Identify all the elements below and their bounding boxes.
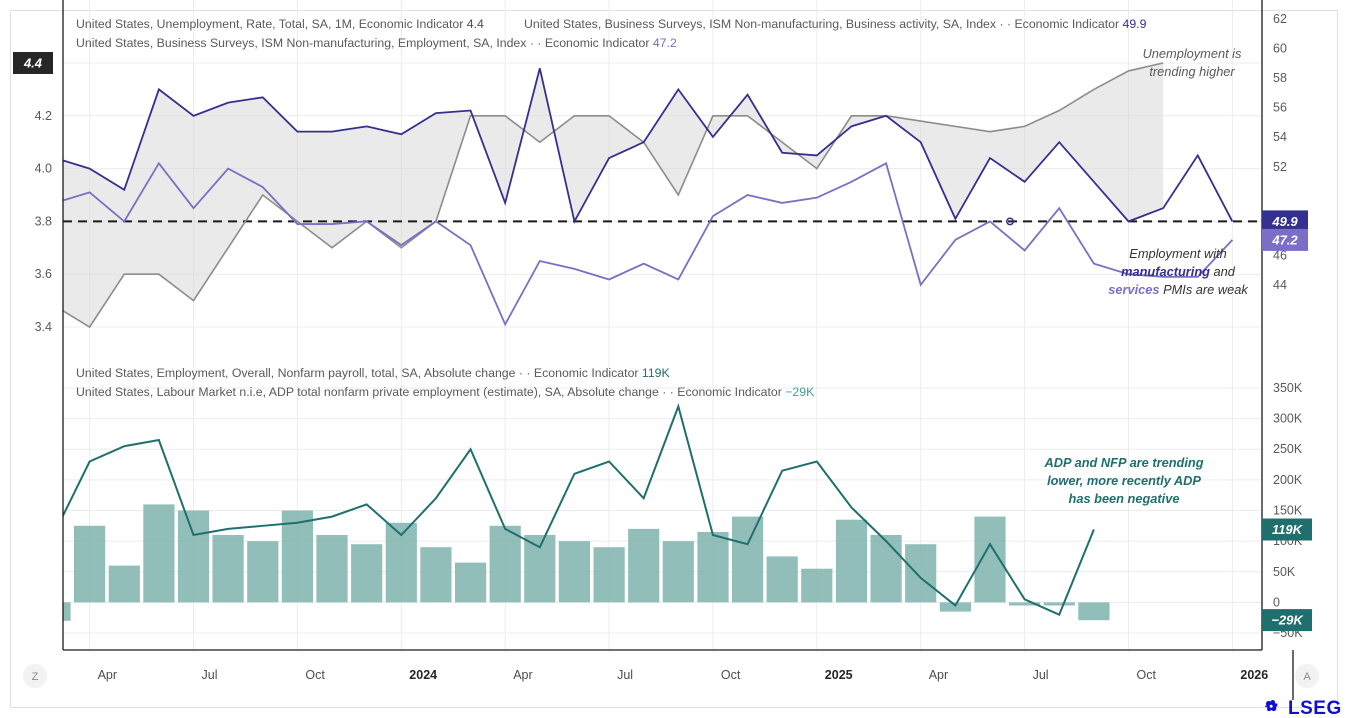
svg-text:Jul: Jul	[202, 668, 218, 682]
svg-text:4.2: 4.2	[35, 109, 52, 123]
svg-text:Apr: Apr	[929, 668, 948, 682]
svg-text:250K: 250K	[1273, 442, 1303, 456]
svg-text:ADP and NFP are trending: ADP and NFP are trending	[1043, 455, 1203, 470]
svg-text:has been negative: has been negative	[1069, 491, 1180, 506]
svg-text:manufacturing and: manufacturing and	[1121, 264, 1236, 279]
svg-text:52: 52	[1273, 160, 1287, 174]
svg-text:Employment with: Employment with	[1129, 246, 1226, 261]
svg-text:LSEG: LSEG	[1288, 698, 1342, 718]
svg-text:62: 62	[1273, 12, 1287, 26]
svg-text:Z: Z	[32, 671, 39, 683]
svg-text:350K: 350K	[1273, 381, 1303, 395]
svg-text:3.8: 3.8	[35, 214, 52, 228]
svg-text:Oct: Oct	[721, 668, 741, 682]
svg-text:services PMIs are weak: services PMIs are weak	[1108, 282, 1248, 297]
svg-text:3.4: 3.4	[35, 320, 52, 334]
svg-text:Apr: Apr	[513, 668, 532, 682]
svg-text:119K: 119K	[1272, 522, 1304, 537]
svg-text:47.2: 47.2	[1271, 232, 1298, 247]
svg-text:Oct: Oct	[1137, 668, 1157, 682]
svg-text:60: 60	[1273, 42, 1287, 56]
svg-text:200K: 200K	[1273, 473, 1303, 487]
svg-text:Jul: Jul	[617, 668, 633, 682]
svg-text:Oct: Oct	[305, 668, 325, 682]
svg-text:50K: 50K	[1273, 565, 1296, 579]
svg-text:0: 0	[1273, 595, 1280, 609]
svg-text:United States, Unemployment, R: United States, Unemployment, Rate, Total…	[76, 17, 484, 31]
svg-text:49.9: 49.9	[1271, 214, 1298, 229]
svg-text:Jul: Jul	[1033, 668, 1049, 682]
svg-text:56: 56	[1273, 101, 1287, 115]
svg-text:300K: 300K	[1273, 412, 1303, 426]
svg-text:3.6: 3.6	[35, 267, 52, 281]
svg-text:Apr: Apr	[98, 668, 117, 682]
svg-text:58: 58	[1273, 71, 1287, 85]
svg-text:A: A	[1303, 671, 1311, 683]
svg-text:lower, more recently ADP: lower, more recently ADP	[1047, 473, 1201, 488]
svg-text:United States, Labour Market n: United States, Labour Market n.i.e, ADP …	[76, 385, 815, 399]
svg-text:44: 44	[1273, 278, 1287, 292]
svg-text:trending higher: trending higher	[1149, 64, 1235, 79]
svg-text:United States, Business Survey: United States, Business Surveys, ISM Non…	[76, 36, 677, 50]
svg-text:150K: 150K	[1273, 504, 1303, 518]
svg-text:54: 54	[1273, 130, 1287, 144]
svg-text:Unemployment is: Unemployment is	[1143, 46, 1242, 61]
svg-text:2024: 2024	[409, 668, 437, 682]
svg-text:2025: 2025	[825, 668, 853, 682]
svg-text:United States, Employment, Ove: United States, Employment, Overall, Nonf…	[76, 366, 671, 380]
svg-text:4.4: 4.4	[23, 56, 43, 71]
svg-text:United States, Business Survey: United States, Business Surveys, ISM Non…	[524, 17, 1147, 31]
svg-text:−29K: −29K	[1271, 613, 1304, 628]
svg-text:4.0: 4.0	[35, 162, 52, 176]
svg-text:2026: 2026	[1240, 668, 1268, 682]
